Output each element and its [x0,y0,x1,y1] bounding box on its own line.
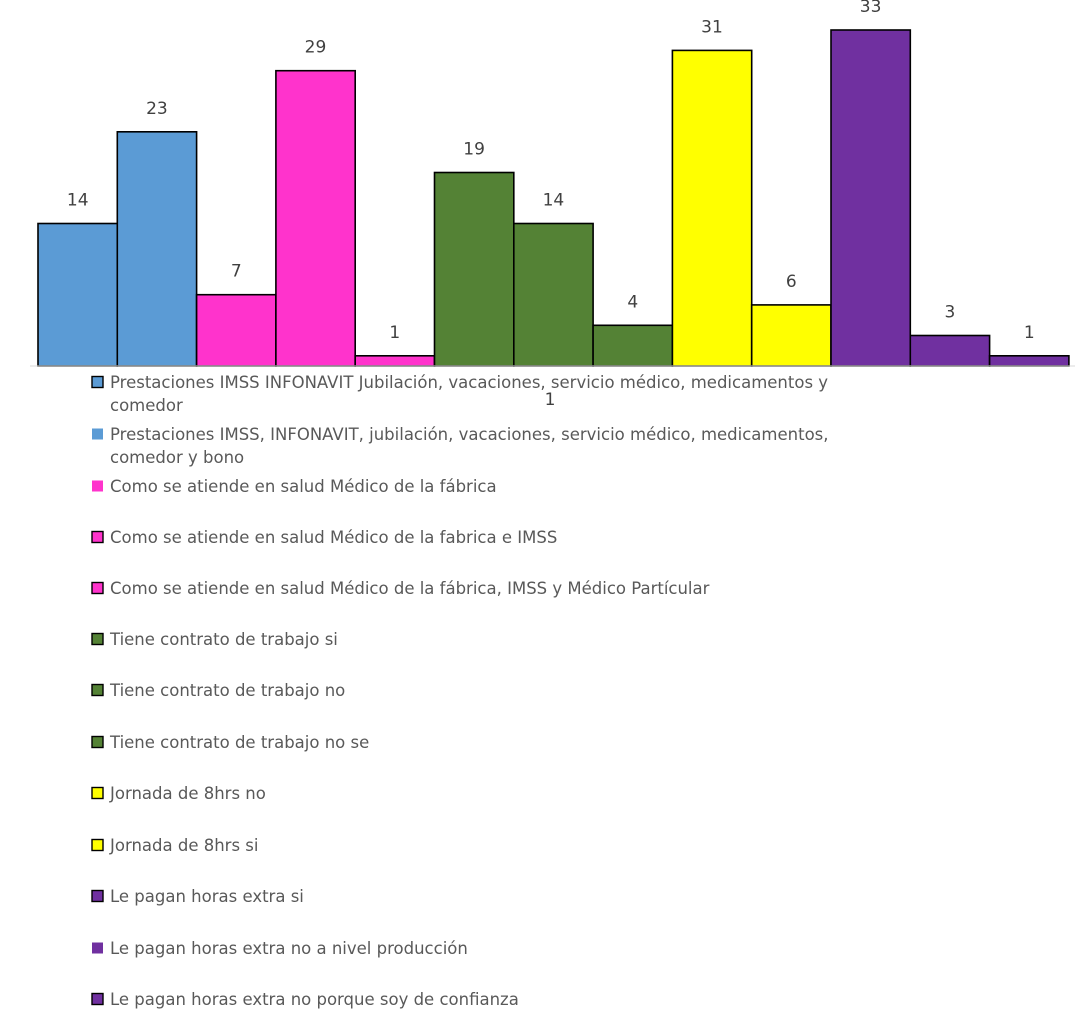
legend-item-5: Como se atiende en salud Médico de la fá… [91,579,710,598]
legend-marker-1 [91,375,104,389]
bar-value-label-7: 14 [543,191,565,211]
legend-item-1: Prestaciones IMSS INFONAVIT Jubilación, … [91,373,828,415]
bar-value-label-2: 23 [146,99,168,119]
bar-10 [750,304,832,367]
legend-item-3: Como se atiende en salud Médico de la fá… [92,477,497,496]
bar-value-label-12: 3 [944,303,955,323]
legend-label-5: Como se atiende en salud Médico de la fá… [110,579,710,598]
bar-value-label-1: 14 [67,191,89,211]
bar-value-label-3: 7 [231,262,242,282]
bar-value-label-8: 4 [627,292,638,312]
bar-value-label-6: 19 [463,140,485,160]
legend-item-2: Prestaciones IMSS, INFONAVIT, jubilación… [92,425,829,467]
bar-value-label-10: 6 [786,272,797,292]
bar-value-label-11: 33 [860,0,882,17]
bar-12 [909,334,991,367]
legend-item-8: Tiene contrato de trabajo no se [91,733,369,752]
bar-7 [512,222,594,367]
bar-value-label-5: 1 [389,323,400,343]
legend-label-1: Prestaciones IMSS INFONAVIT Jubilación, … [110,373,828,415]
legend-item-7: Tiene contrato de trabajo no [91,681,345,700]
legend-label-2: Prestaciones IMSS, INFONAVIT, jubilación… [110,425,829,467]
legend-label-3: Como se atiende en salud Médico de la fá… [110,477,497,496]
bar-5 [354,354,436,367]
bar-9 [671,49,753,367]
legend-item-12: Le pagan horas extra no a nivel producci… [92,939,468,958]
annotation-label: 1 [545,390,556,410]
legend-label-4: Como se atiende en salud Médico de la fa… [110,528,557,547]
legend-item-10: Jornada de 8hrs si [91,836,258,855]
bar-11 [830,29,912,367]
legend-marker-2 [92,428,103,440]
legend-marker-8 [91,735,104,749]
legend-marker-12 [92,942,103,954]
bar-2 [116,131,198,367]
legend-marker-3 [92,480,103,492]
bar-1 [37,222,119,367]
legend-item-13: Le pagan horas extra no porque soy de co… [91,990,519,1009]
bar-6 [433,171,515,367]
legend-item-11: Le pagan horas extra si [91,887,304,906]
legend-label-11: Le pagan horas extra si [110,887,304,906]
legend-label-6: Tiene contrato de trabajo si [109,630,338,649]
legend-marker-11 [91,889,104,903]
bar-value-label-4: 29 [305,38,327,58]
bar-13 [988,354,1070,367]
legend-marker-4 [91,530,104,544]
legend-label-10: Jornada de 8hrs si [109,836,258,855]
legend-marker-13 [91,992,104,1006]
legend-item-4: Como se atiende en salud Médico de la fa… [91,528,557,547]
legend-label-7: Tiene contrato de trabajo no [109,681,345,700]
bar-4 [275,69,356,367]
bar-value-label-13: 1 [1024,323,1035,343]
legend-marker-5 [91,581,104,595]
bar-value-label-9: 31 [701,17,723,37]
legend-label-9: Jornada de 8hrs no [109,784,266,803]
legend-item-6: Tiene contrato de trabajo si [91,630,338,649]
bar-8 [592,324,674,367]
legend-label-13: Le pagan horas extra no porque soy de co… [110,990,519,1009]
bar-3 [195,293,277,367]
legend-marker-10 [91,838,104,852]
legend-label-12: Le pagan horas extra no a nivel producci… [110,939,468,958]
legend-marker-7 [91,683,104,697]
legend: Prestaciones IMSS INFONAVIT Jubilación, … [91,373,829,1009]
legend-marker-6 [91,632,104,646]
legend-item-9: Jornada de 8hrs no [91,784,266,803]
legend-marker-9 [91,786,104,800]
bars-group [37,29,1070,367]
legend-label-8: Tiene contrato de trabajo no se [109,733,369,752]
